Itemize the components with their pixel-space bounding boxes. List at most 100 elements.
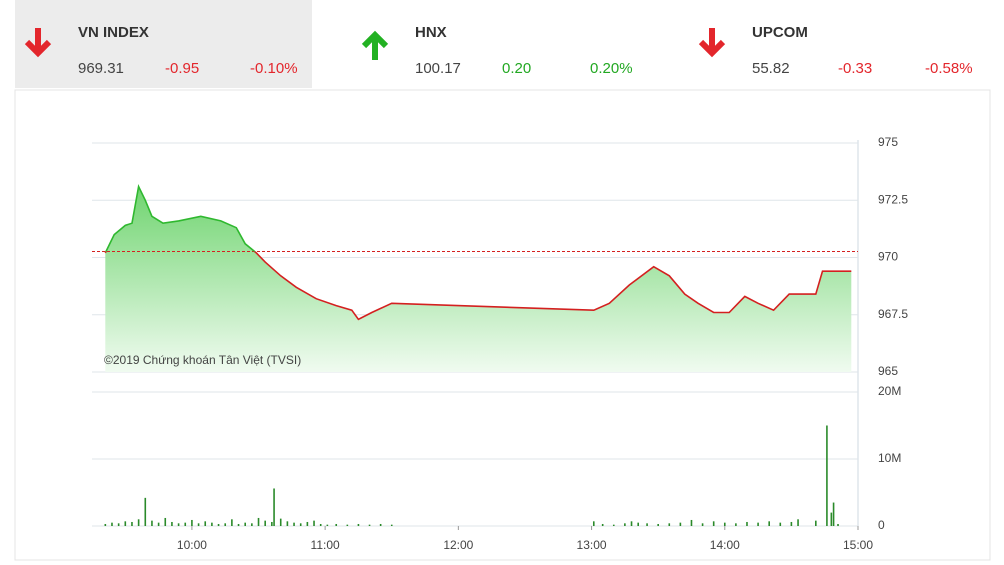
volume-bar <box>224 523 227 526</box>
volume-bar <box>157 522 160 526</box>
index-name: UPCOM <box>752 24 808 41</box>
index-value: 55.82 <box>752 60 790 77</box>
volume-bar <box>286 521 289 526</box>
volume-bar <box>601 523 604 526</box>
volume-bar <box>191 519 193 526</box>
volume-bar <box>335 523 338 526</box>
volume-bar <box>757 522 759 526</box>
y-tick-label: 972.5 <box>878 192 908 206</box>
volume-bar <box>832 502 835 526</box>
volume-bar <box>164 517 167 526</box>
y-tick-label: 10M <box>878 451 901 465</box>
volume-bar <box>624 523 626 526</box>
index-change: 0.20 <box>502 60 531 77</box>
x-tick-label: 11:00 <box>311 538 340 552</box>
x-tick-label: 13:00 <box>577 538 607 552</box>
volume-bar <box>390 524 393 526</box>
volume-bar <box>293 522 295 526</box>
index-name: VN INDEX <box>78 24 149 41</box>
volume-bar <box>204 521 207 526</box>
volume-bar <box>264 520 266 526</box>
volume-bar <box>124 521 127 526</box>
index-name: HNX <box>415 24 447 41</box>
volume-bar <box>357 523 360 526</box>
volume-bar <box>104 523 107 526</box>
volume-bar <box>197 523 200 526</box>
volume-bar <box>815 520 817 526</box>
volume-bar <box>231 519 233 526</box>
volume-bar <box>735 523 737 526</box>
volume-bar <box>790 521 793 526</box>
price-area <box>105 186 852 372</box>
volume-bar <box>779 522 782 526</box>
volume-bar <box>313 520 315 526</box>
index-percent: -0.10% <box>250 60 298 77</box>
volume-bar <box>837 523 839 526</box>
up-arrow <box>361 30 389 60</box>
volume-bar <box>279 518 282 526</box>
y-tick-label: 967.5 <box>878 307 908 321</box>
y-tick-label: 965 <box>878 364 898 378</box>
price-line-down <box>104 251 852 321</box>
down-arrow <box>24 28 52 58</box>
volume-bar <box>797 519 799 526</box>
volume-bar <box>723 522 726 526</box>
volume-bar <box>237 523 240 526</box>
volume-bar <box>177 523 180 526</box>
y-tick-label: 970 <box>878 250 898 264</box>
volume-bar <box>251 523 253 526</box>
volume-bar <box>368 524 371 526</box>
index-value: 969.31 <box>78 60 124 77</box>
volume-bar <box>712 521 715 526</box>
volume-bar <box>211 522 213 526</box>
volume-bar <box>244 522 246 526</box>
y-tick-label: 0 <box>878 518 885 532</box>
volume-bar <box>144 497 147 526</box>
volume-bar <box>379 523 382 526</box>
volume-bar <box>257 517 260 526</box>
price-line-up <box>105 183 256 252</box>
volume-bar <box>701 523 704 526</box>
index-change: -0.33 <box>838 60 872 77</box>
x-tick-label: 15:00 <box>843 538 873 552</box>
index-value: 100.17 <box>415 60 461 77</box>
volume-bar <box>826 425 828 526</box>
y-tick-label: 20M <box>878 384 901 398</box>
volume-bar <box>746 521 748 526</box>
copyright: ©2019 Chứng khoán Tân Việt (TVSI) <box>104 353 301 367</box>
volume-bar <box>111 522 113 526</box>
x-tick-label: 12:00 <box>443 538 473 552</box>
volume-bar <box>346 524 349 526</box>
chart-panel <box>14 89 991 561</box>
volume-bar <box>299 523 302 526</box>
volume-bar <box>830 512 833 526</box>
volume-bar <box>646 523 648 526</box>
volume-bar <box>117 523 120 526</box>
volume-bar <box>637 522 639 526</box>
volume-bar <box>690 519 693 526</box>
y-tick-label: 975 <box>878 135 898 149</box>
volume-bar <box>319 523 322 526</box>
volume-bar <box>306 521 309 526</box>
volume-bar <box>668 523 671 526</box>
volume-bar <box>151 520 153 526</box>
volume-bar <box>326 524 329 526</box>
volume-bar <box>592 521 595 526</box>
volume-bar <box>612 524 615 526</box>
selected-tab[interactable] <box>15 0 312 88</box>
index-percent: -0.58% <box>925 60 973 77</box>
volume-bar <box>679 522 682 526</box>
index-percent: 0.20% <box>590 60 633 77</box>
index-change: -0.95 <box>165 60 199 77</box>
volume-bar <box>171 521 173 526</box>
volume-bar <box>217 523 220 526</box>
volume-bar <box>184 522 187 526</box>
volume-bar <box>137 519 140 526</box>
volume-bar <box>273 488 275 526</box>
volume-bar <box>131 521 133 526</box>
volume-bar <box>271 521 273 526</box>
volume-bar <box>657 523 659 526</box>
x-tick-label: 10:00 <box>177 538 207 552</box>
volume-bar <box>630 521 633 526</box>
